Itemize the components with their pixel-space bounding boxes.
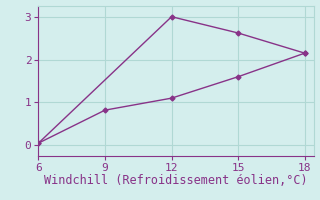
X-axis label: Windchill (Refroidissement éolien,°C): Windchill (Refroidissement éolien,°C) [44, 174, 308, 187]
